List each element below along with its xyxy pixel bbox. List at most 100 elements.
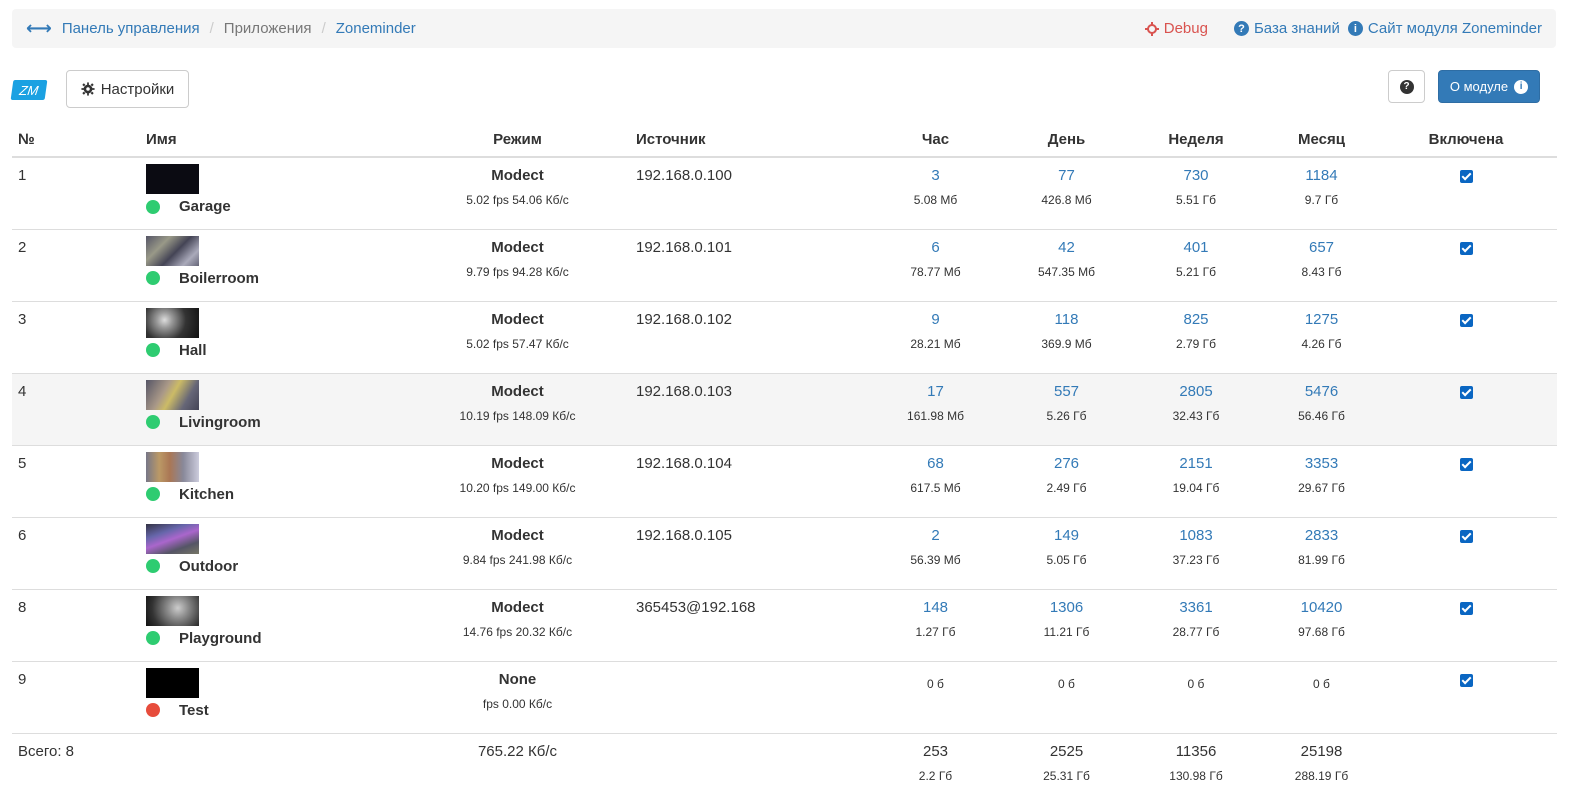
week-events-link[interactable]: 2151 (1179, 454, 1213, 472)
cell-num: 6 (12, 516, 140, 589)
month-events-link[interactable]: 5476 (1304, 382, 1339, 400)
monitor-thumbnail[interactable] (146, 164, 199, 194)
monitor-mode[interactable]: Modect (491, 382, 544, 400)
monitor-mode[interactable]: Modect (491, 598, 544, 616)
monitor-name[interactable]: Kitchen (179, 485, 235, 503)
cell-enabled (1375, 300, 1557, 373)
cell-enabled (1375, 588, 1557, 661)
day-events-link[interactable]: 1306 (1049, 598, 1084, 616)
enabled-checkbox[interactable] (1459, 170, 1473, 183)
breadcrumb-zoneminder[interactable]: Zoneminder (335, 20, 416, 37)
hour-events-link[interactable]: 9 (931, 310, 940, 328)
monitor-thumbnail[interactable] (146, 523, 199, 554)
cell-month: 10420 97.68 Гб (1268, 588, 1375, 661)
week-events-link[interactable]: 730 (1183, 167, 1209, 184)
col-week[interactable]: Неделя (1124, 122, 1268, 158)
help-button[interactable]: ? (1388, 70, 1425, 103)
enabled-checkbox[interactable] (1459, 673, 1473, 687)
monitor-source: 192.168.0.102 (636, 310, 732, 328)
col-name[interactable]: Имя (140, 122, 405, 158)
monitor-name[interactable]: Garage (179, 198, 231, 215)
monitor-thumbnail[interactable] (146, 235, 199, 266)
breadcrumb-dashboard[interactable]: Панель управления (61, 20, 200, 37)
knowledge-base-link[interactable]: ? База знаний (1233, 20, 1340, 37)
col-hour[interactable]: Час (862, 122, 1009, 158)
week-events-link[interactable]: 401 (1183, 238, 1209, 256)
monitor-thumbnail[interactable] (146, 379, 199, 410)
hour-events-link[interactable]: 68 (927, 454, 944, 472)
monitors-table: № Имя Режим Источник Час День Неделя Мес… (12, 122, 1557, 783)
month-events-link[interactable]: 1184 (1305, 167, 1338, 184)
day-events-link[interactable]: 557 (1053, 382, 1080, 400)
cell-source (630, 660, 862, 733)
monitor-name[interactable]: Boilerroom (179, 269, 260, 287)
monitor-id: 9 (18, 670, 27, 688)
col-day[interactable]: День (1009, 122, 1124, 158)
cell-name: Garage (140, 156, 405, 229)
monitor-mode[interactable]: Modect (491, 310, 544, 328)
debug-link[interactable]: Debug (1144, 20, 1208, 37)
monitor-thumbnail[interactable] (146, 595, 199, 626)
month-events-link[interactable]: 10420 (1300, 598, 1343, 616)
enabled-checkbox[interactable] (1459, 385, 1473, 399)
enabled-checkbox[interactable] (1459, 457, 1473, 471)
day-events-link[interactable]: 77 (1058, 167, 1075, 184)
hour-events-link[interactable]: 6 (931, 238, 940, 256)
month-events-link[interactable]: 3353 (1304, 454, 1339, 472)
day-events-link[interactable]: 118 (1054, 310, 1079, 328)
monitor-name[interactable]: Test (179, 701, 209, 719)
week-events-link[interactable]: 1083 (1179, 526, 1213, 544)
monitor-thumbnail[interactable] (146, 451, 199, 482)
enabled-checkbox[interactable] (1459, 601, 1473, 615)
cell-hour: 0 б (862, 660, 1009, 733)
hour-events-link[interactable]: 2 (931, 526, 940, 544)
monitor-mode[interactable]: Modect (491, 238, 544, 256)
col-enabled[interactable]: Включена (1375, 122, 1557, 158)
cell-day: 118 369.9 Мб (1009, 300, 1124, 373)
col-mode[interactable]: Режим (405, 122, 630, 158)
monitor-mode[interactable]: Modect (491, 526, 544, 544)
enabled-checkbox[interactable] (1459, 313, 1473, 327)
enabled-checkbox[interactable] (1459, 241, 1473, 255)
monitor-id: 6 (18, 526, 27, 544)
cell-num: 4 (12, 372, 140, 445)
cell-mode: Modect 9.84 fps 241.98 Кб/с (405, 516, 630, 589)
expand-arrows-icon[interactable]: ⟷ (26, 18, 52, 38)
monitor-name[interactable]: Hall (179, 341, 207, 359)
cell-source: 365453@192.168 (630, 588, 862, 661)
about-button[interactable]: О модуле i (1438, 70, 1540, 103)
hour-events-link[interactable]: 17 (927, 382, 944, 400)
month-events-link[interactable]: 2833 (1304, 526, 1339, 544)
day-events-link[interactable]: 276 (1053, 454, 1080, 472)
cell-num: 3 (12, 300, 140, 373)
monitor-name[interactable]: Livingroom (179, 413, 261, 431)
module-site-link[interactable]: i Сайт модуля Zoneminder (1347, 20, 1542, 37)
month-events-link[interactable]: 1275 (1304, 310, 1339, 328)
settings-button[interactable]: Настройки (66, 70, 189, 108)
monitor-name[interactable]: Outdoor (179, 557, 239, 575)
cell-enabled (1375, 444, 1557, 517)
week-events-link[interactable]: 2805 (1179, 382, 1213, 400)
col-month[interactable]: Месяц (1268, 122, 1375, 158)
monitor-thumbnail[interactable] (146, 667, 199, 698)
hour-events-link[interactable]: 148 (922, 598, 949, 616)
monitor-thumbnail[interactable] (146, 307, 199, 338)
week-events-link[interactable]: 825 (1183, 310, 1209, 328)
monitor-mode[interactable]: None (498, 670, 537, 688)
day-events-link[interactable]: 42 (1058, 238, 1075, 256)
monitor-source: 365453@192.168 (636, 598, 756, 616)
col-num[interactable]: № (12, 122, 140, 158)
monitor-name[interactable]: Playground (179, 629, 262, 647)
enabled-checkbox[interactable] (1459, 529, 1473, 543)
day-events-link[interactable]: 149 (1053, 526, 1080, 544)
week-events-link[interactable]: 3361 (1179, 598, 1213, 616)
col-source[interactable]: Источник (630, 122, 862, 158)
monitor-mode[interactable]: Modect (491, 167, 544, 184)
monitor-name-line: Livingroom (146, 414, 399, 431)
month-size: 0 б (1313, 676, 1330, 691)
monitor-mode[interactable]: Modect (491, 454, 544, 472)
month-events-link[interactable]: 657 (1308, 238, 1335, 256)
cell-week: 825 2.79 Гб (1124, 300, 1268, 373)
hour-events-link[interactable]: 3 (931, 167, 940, 184)
debug-label: Debug (1163, 20, 1208, 37)
